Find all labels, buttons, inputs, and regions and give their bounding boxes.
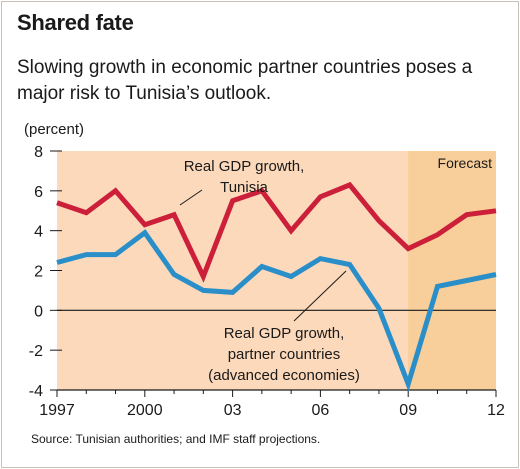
x-tick-label: 09: [399, 402, 417, 419]
y-tick-label: -2: [29, 343, 43, 360]
x-tick-label: 12: [487, 402, 505, 419]
y-tick-label: -4: [29, 383, 43, 400]
partner-series-label-line: partner countries: [228, 346, 341, 363]
chart-subtitle: Slowing growth in economic partner count…: [17, 57, 473, 104]
y-tick-label: 0: [34, 303, 43, 320]
partner-series-label-line: Real GDP growth,: [224, 325, 345, 342]
series-lines: [56, 181, 497, 392]
x-tick-label: 03: [224, 402, 242, 419]
y-axis-unit-label: (percent): [24, 121, 85, 138]
tunisia-series-label-line: Tunisia: [220, 179, 268, 196]
partner-gdp-line: [56, 229, 497, 392]
y-tick-label: 6: [34, 184, 43, 201]
tunisia-gdp-line: [56, 181, 497, 283]
source-note: Source: Tunisian authorities; and IMF st…: [31, 432, 321, 446]
partner-series-label: Real GDP growth, partner countries (advanc…: [208, 325, 360, 384]
series-labels: Real GDP growth, Tunisia Real GDP growth, p…: [179, 158, 360, 384]
forecast-label: Forecast: [438, 155, 493, 171]
tunisia-series-label-line: Real GDP growth,: [184, 158, 305, 175]
x-tick-label: 2000: [127, 402, 163, 419]
y-tick-label: 2: [34, 264, 43, 281]
x-tick-label: 06: [312, 402, 330, 419]
x-tick-label: 1997: [39, 402, 75, 419]
tunisia-series-label: Real GDP growth, Tunisia: [184, 158, 305, 196]
axes: -4 -2 0 2 4 6 8 1997 2000 03 06 09 12: [29, 144, 505, 419]
tunisia-leader-line: [179, 189, 203, 206]
y-tick-label: 4: [34, 224, 43, 241]
forecast-region: [408, 151, 496, 390]
y-tick-label: 8: [34, 144, 43, 161]
partner-series-label-line: (advanced economies): [208, 367, 360, 384]
chart-title: Shared fate: [17, 10, 134, 35]
partner-leader-line: [293, 270, 347, 322]
